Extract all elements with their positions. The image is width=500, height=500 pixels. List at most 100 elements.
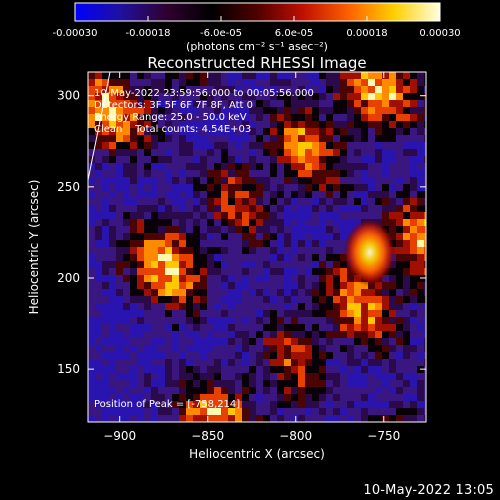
- heatmap-cell: [193, 310, 201, 318]
- heatmap-cell: [158, 240, 166, 248]
- heatmap-cell: [221, 135, 229, 143]
- heatmap-cell: [403, 240, 411, 248]
- heatmap-cell: [277, 310, 285, 318]
- heatmap-cell: [235, 72, 243, 80]
- heatmap-cell: [95, 268, 103, 276]
- heatmap-cell: [284, 352, 292, 360]
- heatmap-cell: [403, 170, 411, 178]
- heatmap-cell: [305, 219, 313, 227]
- heatmap-cell: [144, 254, 152, 262]
- heatmap-cell: [242, 247, 250, 255]
- heatmap-cell: [235, 289, 243, 297]
- heatmap-cell: [165, 142, 173, 150]
- heatmap-cell: [144, 100, 152, 108]
- heatmap-cell: [179, 254, 187, 262]
- heatmap-cell: [200, 135, 208, 143]
- heatmap-cell: [130, 359, 138, 367]
- heatmap-cell: [305, 275, 313, 283]
- colorbar-tick-label: 0.00030: [419, 28, 460, 39]
- heatmap-cell: [319, 100, 327, 108]
- y-axis-title: Heliocentric Y (arcsec): [27, 180, 41, 315]
- heatmap-cell: [389, 359, 397, 367]
- heatmap-cell: [207, 261, 215, 269]
- heatmap-cell: [298, 240, 306, 248]
- heatmap-cell: [291, 254, 299, 262]
- heatmap-cell: [88, 331, 96, 339]
- heatmap-cell: [95, 219, 103, 227]
- heatmap-cell: [228, 149, 236, 157]
- heatmap-cell: [95, 226, 103, 234]
- heatmap-cell: [410, 198, 418, 206]
- heatmap-cell: [410, 247, 418, 255]
- heatmap-cell: [361, 212, 369, 220]
- heatmap-cell: [410, 352, 418, 360]
- heatmap-cell: [424, 191, 426, 199]
- heatmap-cell: [242, 324, 250, 332]
- heatmap-cell: [109, 261, 117, 269]
- heatmap-cell: [193, 212, 201, 220]
- heatmap-cell: [179, 170, 187, 178]
- heatmap-cell: [95, 310, 103, 318]
- heatmap-cell: [368, 338, 376, 346]
- heatmap-cell: [179, 114, 187, 122]
- heatmap-cell: [221, 408, 229, 416]
- heatmap-cell: [116, 324, 124, 332]
- heatmap-cell: [207, 331, 215, 339]
- heatmap-cell: [144, 380, 152, 388]
- heatmap-cell: [340, 219, 348, 227]
- heatmap-cell: [340, 142, 348, 150]
- heatmap-cell: [88, 142, 96, 150]
- heatmap-cell: [186, 247, 194, 255]
- heatmap-cell: [326, 359, 334, 367]
- heatmap-cell: [354, 163, 362, 171]
- heatmap-cell: [179, 345, 187, 353]
- heatmap-cell: [263, 107, 271, 115]
- heatmap-cell: [319, 296, 327, 304]
- heatmap-cell: [361, 324, 369, 332]
- heatmap-cell: [417, 317, 425, 325]
- heatmap-cell: [263, 317, 271, 325]
- heatmap-cell: [291, 317, 299, 325]
- heatmap-cell: [130, 198, 138, 206]
- heatmap-cell: [424, 72, 426, 80]
- heatmap-cell: [221, 212, 229, 220]
- heatmap-cell: [340, 170, 348, 178]
- heatmap-cell: [172, 261, 180, 269]
- heatmap-cell: [410, 149, 418, 157]
- heatmap-cell: [228, 394, 236, 402]
- heatmap-cell: [291, 93, 299, 101]
- heatmap-cell: [123, 72, 131, 80]
- heatmap-cell: [109, 149, 117, 157]
- heatmap-cell: [326, 177, 334, 185]
- heatmap-cell: [417, 149, 425, 157]
- heatmap-cell: [396, 282, 404, 290]
- heatmap-cell: [144, 121, 152, 129]
- heatmap-cell: [151, 184, 159, 192]
- heatmap-cell: [347, 296, 355, 304]
- heatmap-cell: [172, 373, 180, 381]
- heatmap-cell: [228, 373, 236, 381]
- heatmap-cell: [151, 394, 159, 402]
- heatmap-cell: [172, 79, 180, 87]
- heatmap-cell: [207, 212, 215, 220]
- heatmap-cell: [403, 247, 411, 255]
- heatmap-cell: [249, 191, 257, 199]
- heatmap-cell: [424, 345, 426, 353]
- heatmap-cell: [200, 366, 208, 374]
- heatmap-cell: [95, 233, 103, 241]
- heatmap-cell: [277, 247, 285, 255]
- heatmap-cell: [319, 408, 327, 416]
- heatmap-cell: [235, 142, 243, 150]
- heatmap-cell: [424, 408, 426, 416]
- heatmap-cell: [88, 121, 96, 129]
- heatmap-cell: [410, 394, 418, 402]
- heatmap-cell: [116, 219, 124, 227]
- heatmap-cell: [389, 338, 397, 346]
- heatmap-cell: [235, 114, 243, 122]
- heatmap-cell: [123, 142, 131, 150]
- heatmap-cell: [340, 121, 348, 129]
- heatmap-cell: [102, 219, 110, 227]
- heatmap-cell: [389, 268, 397, 276]
- heatmap-cell: [151, 198, 159, 206]
- heatmap-cell: [291, 289, 299, 297]
